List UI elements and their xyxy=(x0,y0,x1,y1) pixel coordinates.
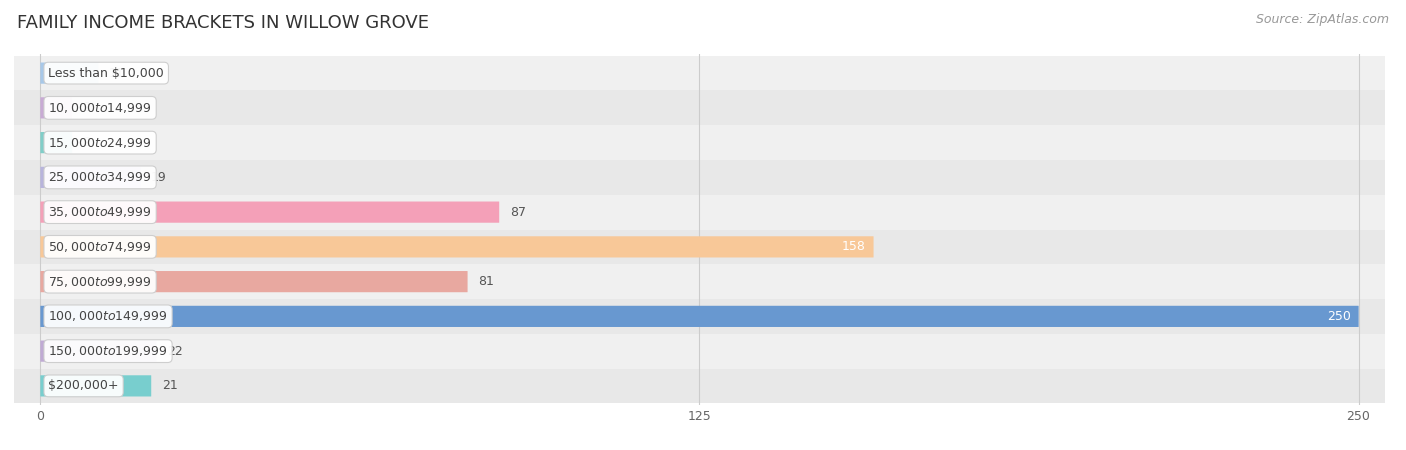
Text: 250: 250 xyxy=(1327,310,1351,323)
FancyBboxPatch shape xyxy=(0,195,1406,230)
Text: 87: 87 xyxy=(510,206,526,219)
Text: 21: 21 xyxy=(162,379,177,392)
FancyBboxPatch shape xyxy=(41,167,141,188)
FancyBboxPatch shape xyxy=(0,299,1406,334)
Text: $50,000 to $74,999: $50,000 to $74,999 xyxy=(48,240,152,254)
Text: $35,000 to $49,999: $35,000 to $49,999 xyxy=(48,205,152,219)
FancyBboxPatch shape xyxy=(0,125,1406,160)
FancyBboxPatch shape xyxy=(0,160,1406,195)
FancyBboxPatch shape xyxy=(41,202,499,223)
FancyBboxPatch shape xyxy=(41,97,72,118)
Text: $200,000+: $200,000+ xyxy=(48,379,120,392)
FancyBboxPatch shape xyxy=(41,375,152,396)
Text: $10,000 to $14,999: $10,000 to $14,999 xyxy=(48,101,152,115)
Text: Less than $10,000: Less than $10,000 xyxy=(48,67,165,80)
Text: FAMILY INCOME BRACKETS IN WILLOW GROVE: FAMILY INCOME BRACKETS IN WILLOW GROVE xyxy=(17,14,429,32)
FancyBboxPatch shape xyxy=(41,271,468,292)
FancyBboxPatch shape xyxy=(41,341,156,362)
Text: $100,000 to $149,999: $100,000 to $149,999 xyxy=(48,310,167,324)
Text: $15,000 to $24,999: $15,000 to $24,999 xyxy=(48,135,152,149)
Text: 19: 19 xyxy=(152,171,167,184)
Text: 0: 0 xyxy=(83,101,90,114)
Text: $150,000 to $199,999: $150,000 to $199,999 xyxy=(48,344,167,358)
FancyBboxPatch shape xyxy=(0,230,1406,264)
FancyBboxPatch shape xyxy=(0,90,1406,125)
Text: $75,000 to $99,999: $75,000 to $99,999 xyxy=(48,274,152,288)
Text: 81: 81 xyxy=(478,275,494,288)
FancyBboxPatch shape xyxy=(0,334,1406,369)
Text: Source: ZipAtlas.com: Source: ZipAtlas.com xyxy=(1256,14,1389,27)
FancyBboxPatch shape xyxy=(41,306,1358,327)
FancyBboxPatch shape xyxy=(0,56,1406,90)
Text: 22: 22 xyxy=(167,345,183,358)
Text: 158: 158 xyxy=(842,240,866,253)
FancyBboxPatch shape xyxy=(41,132,72,153)
Text: $25,000 to $34,999: $25,000 to $34,999 xyxy=(48,171,152,184)
Text: 11: 11 xyxy=(110,67,125,80)
FancyBboxPatch shape xyxy=(0,369,1406,403)
FancyBboxPatch shape xyxy=(0,264,1406,299)
FancyBboxPatch shape xyxy=(41,236,873,257)
FancyBboxPatch shape xyxy=(41,63,98,84)
Text: 0: 0 xyxy=(83,136,90,149)
